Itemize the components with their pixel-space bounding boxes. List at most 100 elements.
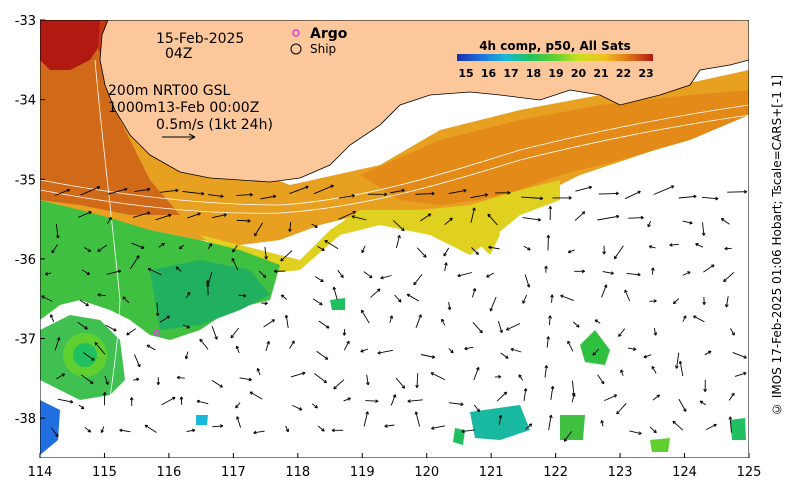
current-arrow <box>231 258 239 271</box>
current-arrow-head <box>230 336 234 339</box>
current-arrow-head <box>219 424 223 427</box>
current-arrow <box>616 403 627 415</box>
current-arrow-head <box>647 224 651 228</box>
current-arrow-head <box>699 400 702 404</box>
current-arrow <box>257 368 261 376</box>
current-arrow-head <box>324 240 327 244</box>
current-arrow <box>100 426 105 433</box>
current-arrow <box>489 296 497 312</box>
current-arrow <box>211 214 227 219</box>
current-arrow-head <box>321 278 324 282</box>
current-arrow <box>106 217 112 224</box>
current-arrow <box>522 217 541 221</box>
current-arrow-head <box>88 248 92 252</box>
current-arrow <box>280 250 293 262</box>
current-arrow <box>728 392 735 401</box>
current-arrow-head <box>168 213 172 216</box>
current-arrow-head <box>581 211 585 213</box>
current-arrow <box>80 374 94 384</box>
current-arrow-head <box>460 402 464 405</box>
lon-tick-label: 116 <box>156 465 181 480</box>
current-arrow-head <box>431 191 435 194</box>
current-arrow-head <box>618 334 622 337</box>
current-arrow <box>627 347 637 350</box>
current-arrow <box>343 340 350 351</box>
current-arrow-head <box>331 429 335 433</box>
lat-tick-label: -34 <box>15 94 36 109</box>
lon-tick-label: 125 <box>737 465 762 480</box>
current-arrow-head <box>223 213 227 216</box>
current-arrow <box>571 393 575 403</box>
current-arrow <box>699 400 707 406</box>
current-arrow <box>158 242 165 248</box>
current-arrow-head <box>501 329 503 333</box>
current-arrow <box>444 262 447 272</box>
current-arrow <box>548 415 552 431</box>
current-arrow-head <box>413 283 417 286</box>
current-arrow <box>704 350 712 356</box>
current-arrow <box>182 190 205 195</box>
current-arrow <box>290 372 306 378</box>
current-arrow-head <box>157 312 160 316</box>
lon-axis: 114 115 116 117 118 119 120 121 122 123 124 125 <box>28 453 762 480</box>
current-arrow-head <box>87 271 91 275</box>
current-arrow <box>289 340 295 349</box>
current-arrow-head <box>248 377 252 381</box>
current-arrow <box>624 289 631 302</box>
current-arrow <box>470 207 475 223</box>
current-arrow <box>649 245 656 249</box>
current-arrow-head <box>581 269 585 272</box>
current-arrow <box>551 294 553 303</box>
current-arrow-head <box>370 274 373 278</box>
current-arrow-head <box>672 421 675 425</box>
current-arrow <box>721 218 730 225</box>
current-arrow <box>311 403 318 409</box>
current-arrow-head <box>654 429 657 433</box>
current-arrow <box>682 220 693 224</box>
current-arrow-head <box>208 243 212 246</box>
current-arrow-head <box>695 243 698 247</box>
lon-tick-label: 117 <box>221 465 246 480</box>
current-arrow <box>725 296 729 308</box>
current-arrow <box>682 271 691 276</box>
current-arrow <box>370 288 381 298</box>
current-arrow-head <box>487 214 490 218</box>
lon-tick-label: 123 <box>608 465 633 480</box>
current-arrow-head <box>136 377 140 380</box>
current-arrow-head <box>414 411 417 415</box>
current-arrow <box>572 321 580 328</box>
current-arrow-head <box>743 189 747 193</box>
current-arrow <box>601 420 604 427</box>
current-arrow-head <box>548 414 552 418</box>
colorbar-tick-label: 20 <box>571 67 587 80</box>
current-arrow-head <box>449 217 453 220</box>
lon-tick-label: 122 <box>543 465 568 480</box>
current-arrow <box>604 394 617 402</box>
current-arrow-head <box>107 381 109 385</box>
current-arrow-head <box>588 185 592 188</box>
current-arrow-head <box>45 274 49 276</box>
current-arrow <box>155 214 172 221</box>
lat-tick-label: -35 <box>15 173 36 188</box>
current-arrow-head <box>693 194 697 197</box>
current-arrow <box>97 244 108 252</box>
current-arrow <box>597 215 620 221</box>
colorbar-tick-label: 21 <box>593 67 608 80</box>
current-arrow <box>236 194 253 196</box>
current-arrow-head <box>289 228 292 232</box>
current-arrow <box>365 400 379 402</box>
current-arrow <box>50 427 59 437</box>
current-arrow <box>682 315 687 322</box>
current-arrow-head <box>648 245 652 249</box>
colorbar-title: 4h comp, p50, All Sats <box>479 39 631 53</box>
current-arrow <box>316 350 329 360</box>
current-arrow-head <box>477 251 479 255</box>
current-arrow-head <box>376 288 381 291</box>
current-arrow-head <box>179 247 183 250</box>
current-arrow-head <box>232 250 236 253</box>
current-arrow <box>548 315 551 326</box>
current-arrow <box>524 274 530 288</box>
current-arrow-head <box>320 301 323 306</box>
current-arrow-head <box>528 247 531 251</box>
argo-float-icon <box>153 329 161 337</box>
